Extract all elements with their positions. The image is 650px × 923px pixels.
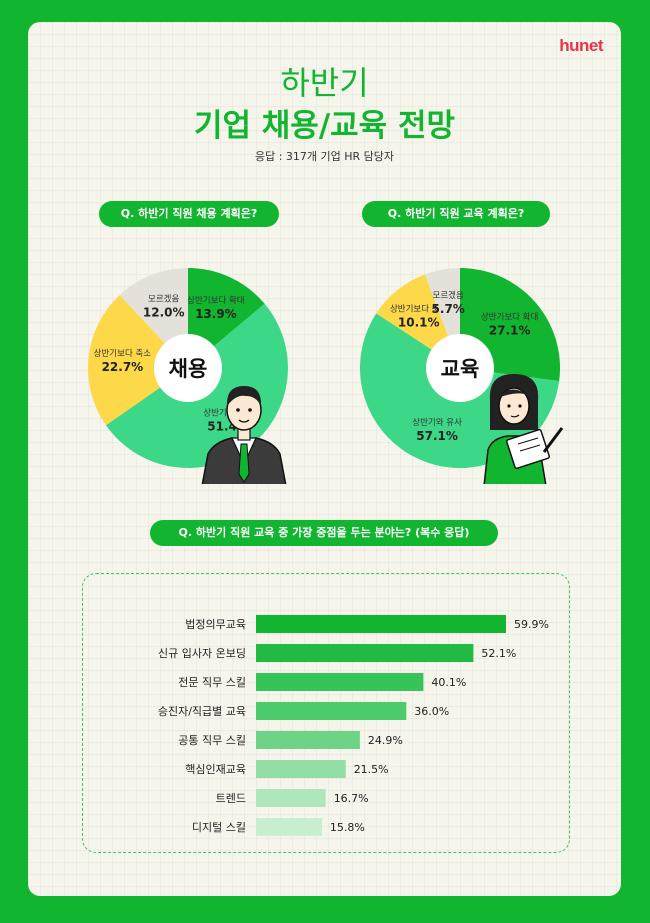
bar-value-label: 59.9%: [514, 618, 549, 631]
bar-value-label: 16.7%: [334, 792, 369, 805]
slice-label: 상반기보다 축소: [94, 348, 152, 359]
woman-illustration: [483, 374, 564, 484]
bar-value-label: 36.0%: [414, 705, 449, 718]
document-line: [519, 444, 541, 452]
slice-label: 모르겠음: [148, 294, 179, 305]
bar-category-label: 신규 입사자 온보딩: [158, 647, 246, 660]
pie-slice: [87, 295, 188, 426]
slice-label: 상반기와 유사: [412, 417, 462, 428]
pie-center-label: 채용: [169, 357, 208, 381]
slice-value: 12.0%: [143, 306, 185, 320]
focus-bar-chart: 법정의무교육 59.9% 신규 입사자 온보딩 52.1% 전문 직무 스킬 40.1% 승…: [158, 615, 549, 836]
education-question-pill: Q. 하반기 직원 교육 계획은?: [362, 201, 550, 227]
mouth: [238, 419, 250, 423]
eye: [518, 404, 522, 408]
bar-value-label: 24.9%: [368, 734, 403, 747]
focus-question-pill: Q. 하반기 직원 교육 중 가장 중점을 두는 분야는? (복수 응답): [150, 520, 498, 546]
bangs: [498, 389, 530, 398]
subtitle: 응답 : 317개 기업 HR 담당자: [254, 150, 395, 163]
pie-center: [426, 334, 494, 402]
bar-category-label: 디지털 스킬: [192, 821, 246, 834]
eye: [248, 408, 252, 412]
slice-value: 22.7%: [102, 360, 144, 374]
slice-label: 상반기보다 확대: [187, 295, 244, 306]
hair: [226, 386, 262, 406]
pie-center-label: 교육: [441, 357, 480, 381]
slice-label: 상반기보다 확대: [481, 312, 538, 323]
mouth: [510, 414, 520, 418]
hiring-question-pill: Q. 하반기 직원 채용 계획은?: [99, 201, 279, 227]
bar: [256, 644, 474, 662]
slice-value: 5.7%: [432, 302, 465, 316]
slice-label: 모르겠음: [433, 290, 464, 301]
slice-label: 상반기보다 축소: [390, 304, 448, 315]
businessman-illustration: [201, 386, 287, 484]
bar: [256, 615, 506, 633]
document-line: [517, 437, 539, 445]
eye: [507, 404, 511, 408]
pie-center: [154, 334, 222, 402]
face: [498, 387, 530, 425]
tie: [238, 443, 250, 483]
bar-category-label: 공통 직무 스킬: [178, 734, 246, 747]
slice-value: 13.9%: [195, 307, 237, 321]
slice-value: 10.1%: [398, 316, 440, 330]
bar-category-label: 트렌드: [216, 792, 246, 805]
bar-value-label: 15.8%: [330, 821, 365, 834]
title-line1: 하반기: [280, 64, 369, 102]
brand-logo: hunet: [559, 36, 603, 55]
bar-category-label: 법정의무교육: [185, 618, 246, 631]
bar: [256, 731, 360, 749]
eye: [236, 408, 240, 412]
bar: [256, 789, 326, 807]
bar: [256, 818, 322, 836]
bar: [256, 702, 407, 720]
pen: [542, 427, 564, 453]
title-line2: 기업 채용/교육 전망: [193, 108, 456, 144]
bar-category-label: 승진자/직급별 교육: [158, 705, 246, 718]
bar: [256, 760, 346, 778]
bar-chart-frame: [82, 573, 570, 853]
infographic-card: hunet 하반기 기업 채용/교육 전망 응답 : 317개 기업 HR 담당…: [28, 22, 621, 896]
bar-category-label: 핵심인재교육: [185, 763, 246, 776]
bar-value-label: 21.5%: [354, 763, 389, 776]
slice-value: 57.1%: [416, 429, 458, 443]
bar: [256, 673, 424, 691]
bar-value-label: 40.1%: [431, 676, 466, 689]
bar-value-label: 52.1%: [481, 647, 516, 660]
slice-value: 27.1%: [489, 324, 531, 338]
bar-category-label: 전문 직무 스킬: [178, 676, 246, 689]
